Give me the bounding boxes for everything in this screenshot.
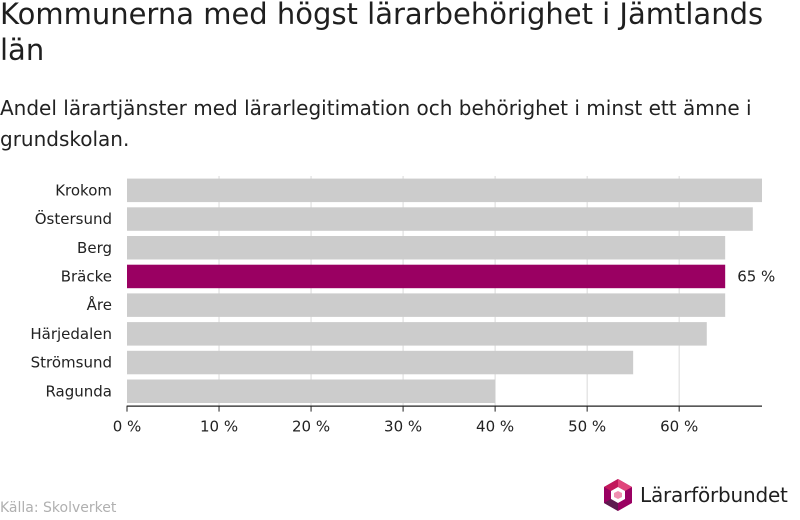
- bars: [127, 178, 762, 403]
- chart-title: Kommunerna med högst lärarbehörighet i J…: [0, 0, 764, 67]
- x-axis: 0 % 10 % 20 % 30 % 40 % 50 % 60 %: [113, 405, 762, 436]
- category-label: Krokom: [55, 181, 112, 199]
- category-label: Åre: [87, 295, 112, 314]
- x-tick-label: 60 %: [660, 418, 698, 436]
- lararforbundet-hexagon-icon: [604, 479, 632, 511]
- bar-härjedalen: [127, 322, 707, 346]
- category-label: Ragunda: [45, 382, 112, 400]
- logo-text: Lärarförbundet: [640, 483, 788, 507]
- category-label: Härjedalen: [30, 325, 112, 343]
- x-tick-label: 10 %: [200, 418, 238, 436]
- x-tick-label: 40 %: [476, 418, 514, 436]
- category-label: Strömsund: [31, 354, 112, 372]
- category-label: Bräcke: [61, 267, 112, 285]
- chart-subtitle: Andel lärartjänster med lärarlegitimatio…: [0, 96, 752, 151]
- x-tick-label: 30 %: [384, 418, 422, 436]
- x-tick-label: 20 %: [292, 418, 330, 436]
- bar-åre: [127, 293, 726, 317]
- category-labels: Krokom Östersund Berg Bräcke 65 % Åre Härjedal…: [30, 181, 775, 400]
- bar-berg: [127, 236, 726, 260]
- bar-krokom: [127, 178, 762, 203]
- bar-chart: Krokom Östersund Berg Bräcke 65 % Åre Härjedal…: [30, 176, 775, 436]
- category-label: Berg: [77, 239, 112, 257]
- bar-ragunda: [127, 379, 496, 403]
- x-tick-label: 50 %: [568, 418, 606, 436]
- lararforbundet-logo: Lärarförbundet: [602, 478, 788, 512]
- source-note: Källa: Skolverket: [0, 500, 117, 516]
- bar-strömsund: [127, 350, 634, 375]
- category-label: Östersund: [35, 209, 112, 228]
- data-label: 65 %: [737, 267, 775, 285]
- bar-bräcke: [127, 264, 726, 289]
- bar-östersund: [127, 207, 753, 231]
- x-tick-label: 0 %: [113, 418, 142, 436]
